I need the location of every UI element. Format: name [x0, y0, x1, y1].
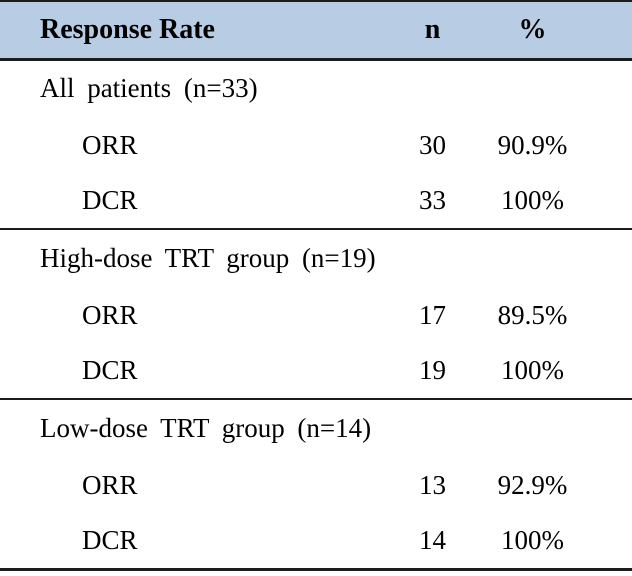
- metric-label-cell: ORR: [82, 299, 138, 330]
- n-value-cell: 17: [419, 299, 446, 330]
- table-row: DCR 14 100%: [0, 513, 632, 569]
- n-value-cell: 13: [419, 469, 446, 500]
- section-title-row: All patients (n=33): [0, 59, 632, 117]
- section-title: All patients (n=33): [40, 73, 258, 104]
- table-header-row: Response Rate n %: [0, 1, 632, 61]
- pad-cell: [595, 117, 632, 173]
- header-pad-cell: [595, 1, 632, 61]
- pad-cell: [595, 173, 632, 229]
- metric-label-cell: DCR: [82, 355, 138, 385]
- table-row: DCR 19 100%: [0, 343, 632, 399]
- percent-value-cell: 90.9%: [497, 129, 568, 160]
- section-title-row: Low-dose TRT group (n=14): [0, 399, 632, 457]
- n-value-cell: 14: [419, 524, 446, 555]
- metric-label-cell: DCR: [82, 185, 138, 215]
- n-value-cell: 33: [419, 185, 446, 215]
- table-row: DCR 33 100%: [0, 173, 632, 229]
- metric-label-cell: DCR: [82, 524, 138, 555]
- section-low-dose-trt: Low-dose TRT group (n=14) ORR 13 92.9% D…: [0, 399, 632, 569]
- pad-cell: [595, 287, 632, 343]
- column-header-response-rate: Response Rate: [0, 1, 395, 61]
- percent-value-cell: 92.9%: [497, 469, 568, 500]
- column-header-n: n: [395, 1, 470, 61]
- table-row: ORR 17 89.5%: [0, 287, 632, 343]
- percent-value-cell: 89.5%: [497, 299, 568, 330]
- table-row: ORR 13 92.9%: [0, 457, 632, 513]
- section-high-dose-trt: High-dose TRT group (n=19) ORR 17 89.5% …: [0, 229, 632, 399]
- n-value-cell: 30: [419, 129, 446, 160]
- section-title: Low-dose TRT group (n=14): [40, 413, 372, 443]
- metric-label-cell: ORR: [82, 129, 138, 160]
- table-row: ORR 30 90.9%: [0, 117, 632, 173]
- column-header-percent: %: [470, 1, 595, 61]
- section-title-row: High-dose TRT group (n=19): [0, 229, 632, 287]
- pad-cell: [595, 343, 632, 399]
- section-title: High-dose TRT group (n=19): [40, 243, 376, 273]
- pad-cell: [595, 457, 632, 513]
- section-all-patients: All patients (n=33) ORR 30 90.9% DCR 33 …: [0, 59, 632, 229]
- n-value-cell: 19: [419, 355, 446, 385]
- pad-cell: [595, 513, 632, 569]
- percent-value-cell: 100%: [501, 524, 564, 555]
- percent-value-cell: 100%: [501, 185, 564, 215]
- percent-value-cell: 100%: [501, 355, 564, 385]
- metric-label-cell: ORR: [82, 469, 138, 500]
